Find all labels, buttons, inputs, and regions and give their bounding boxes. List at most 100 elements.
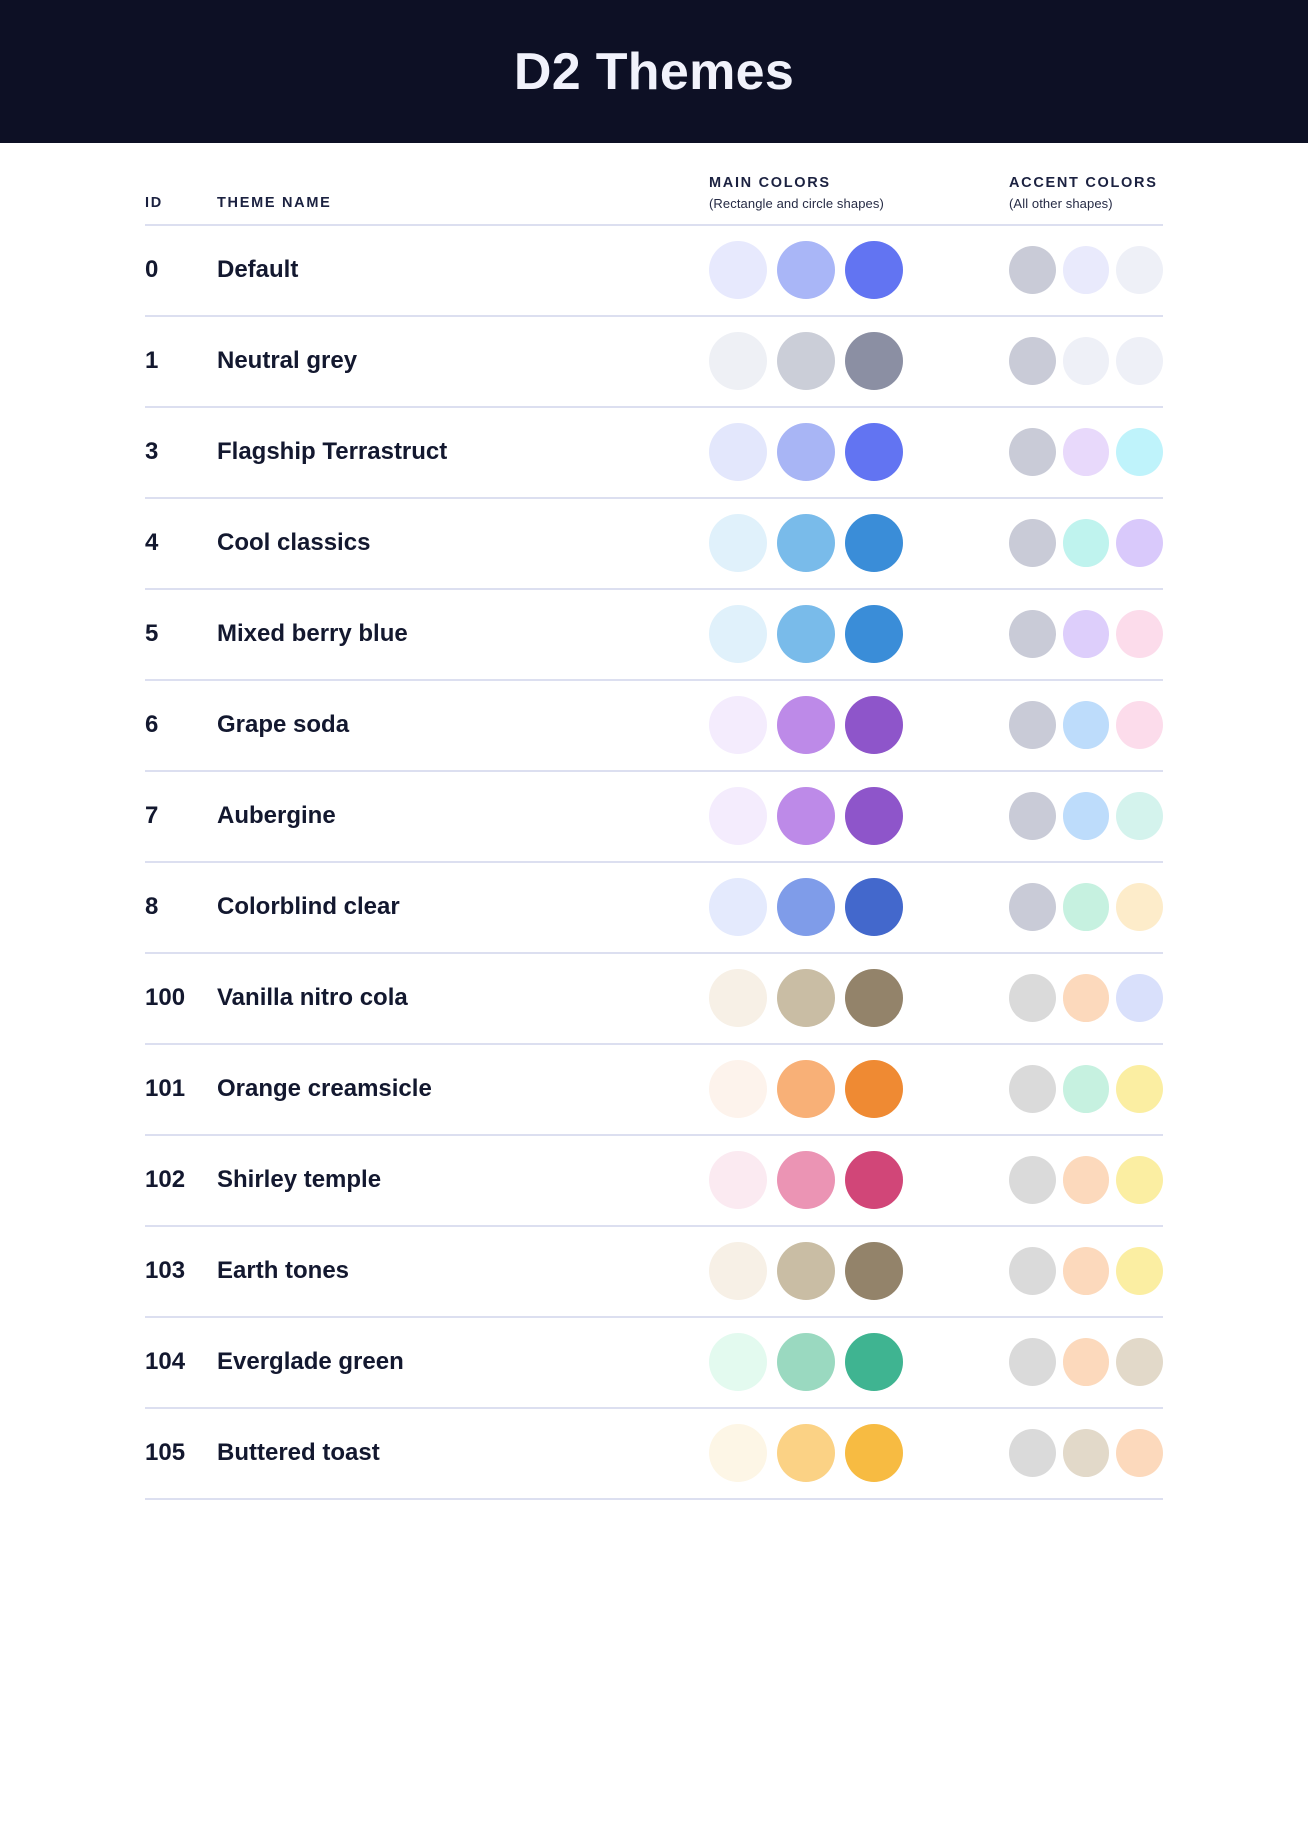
accent-color-swatch[interactable] — [1009, 246, 1056, 295]
main-color-swatch[interactable] — [845, 969, 903, 1028]
accent-color-swatch[interactable] — [1062, 974, 1110, 1023]
accent-color-swatch[interactable] — [1116, 1429, 1164, 1478]
accent-color-swatch[interactable] — [1062, 1338, 1110, 1387]
accent-color-swatch[interactable] — [1116, 610, 1164, 659]
table-row[interactable]: 8 Colorblind clear — [145, 863, 1164, 954]
accent-color-swatch[interactable] — [1062, 519, 1110, 568]
accent-color-swatch[interactable] — [1062, 610, 1110, 659]
table-row[interactable]: 105 Buttered toast — [145, 1409, 1164, 1500]
accent-color-swatch[interactable] — [1116, 519, 1164, 568]
accent-color-swatch[interactable] — [1009, 428, 1056, 477]
main-color-swatch[interactable] — [777, 1151, 835, 1210]
main-color-swatch[interactable] — [845, 1242, 903, 1301]
accent-color-swatch[interactable] — [1062, 792, 1110, 841]
accent-color-swatch[interactable] — [1009, 610, 1056, 659]
main-color-swatch[interactable] — [777, 423, 835, 482]
table-row[interactable]: 100 Vanilla nitro cola — [145, 954, 1164, 1045]
accent-color-swatch[interactable] — [1009, 337, 1056, 386]
main-color-swatch[interactable] — [777, 605, 835, 664]
main-color-swatch[interactable] — [709, 605, 767, 664]
main-color-swatch[interactable] — [845, 514, 903, 573]
main-color-swatch[interactable] — [709, 1151, 767, 1210]
main-color-swatch[interactable] — [845, 696, 903, 755]
accent-color-swatch[interactable] — [1009, 1247, 1056, 1296]
accent-color-swatch[interactable] — [1062, 1065, 1110, 1114]
table-row[interactable]: 7 Aubergine — [145, 772, 1164, 863]
main-color-swatch[interactable] — [777, 241, 835, 300]
accent-color-swatch[interactable] — [1116, 883, 1164, 932]
accent-color-swatch[interactable] — [1062, 337, 1110, 386]
main-color-swatch[interactable] — [709, 514, 767, 573]
main-color-swatch[interactable] — [709, 423, 767, 482]
main-color-swatch[interactable] — [709, 1242, 767, 1301]
accent-color-swatch[interactable] — [1062, 1429, 1110, 1478]
accent-color-swatch[interactable] — [1116, 792, 1164, 841]
main-color-swatch[interactable] — [709, 332, 767, 391]
table-row[interactable]: 5 Mixed berry blue — [145, 590, 1164, 681]
accent-color-swatch[interactable] — [1062, 428, 1110, 477]
accent-color-swatch[interactable] — [1009, 1065, 1056, 1114]
accent-color-swatch[interactable] — [1116, 246, 1164, 295]
accent-color-swatch[interactable] — [1009, 1429, 1056, 1478]
main-color-swatch[interactable] — [777, 514, 835, 573]
main-color-swatch[interactable] — [777, 787, 835, 846]
main-color-swatch[interactable] — [709, 696, 767, 755]
table-row[interactable]: 0 Default — [145, 226, 1164, 317]
accent-color-swatch[interactable] — [1009, 1156, 1056, 1205]
main-color-swatch[interactable] — [777, 1424, 835, 1483]
page-title: D2 Themes — [513, 42, 795, 101]
main-color-swatch[interactable] — [709, 241, 767, 300]
main-color-swatch[interactable] — [777, 332, 835, 391]
accent-color-swatch[interactable] — [1116, 428, 1164, 477]
accent-color-swatch[interactable] — [1116, 1338, 1164, 1387]
accent-color-swatch[interactable] — [1062, 701, 1110, 750]
main-color-swatch[interactable] — [845, 241, 903, 300]
main-color-swatch[interactable] — [709, 1333, 767, 1392]
accent-color-swatch[interactable] — [1116, 974, 1164, 1023]
main-color-swatch[interactable] — [845, 1151, 903, 1210]
main-color-swatch[interactable] — [845, 1060, 903, 1119]
accent-color-swatch[interactable] — [1009, 974, 1056, 1023]
main-color-swatch[interactable] — [777, 878, 835, 937]
main-color-swatch[interactable] — [845, 332, 903, 391]
main-color-swatch[interactable] — [777, 696, 835, 755]
accent-color-swatch[interactable] — [1062, 246, 1110, 295]
table-row[interactable]: 102 Shirley temple — [145, 1136, 1164, 1227]
main-color-swatch[interactable] — [845, 423, 903, 482]
accent-color-swatch[interactable] — [1116, 337, 1164, 386]
main-color-swatch[interactable] — [777, 1333, 835, 1392]
accent-color-swatch[interactable] — [1116, 1247, 1164, 1296]
main-color-swatch[interactable] — [777, 1060, 835, 1119]
table-row[interactable]: 4 Cool classics — [145, 499, 1164, 590]
main-color-swatch[interactable] — [777, 1242, 835, 1301]
accent-color-swatch[interactable] — [1009, 519, 1056, 568]
main-color-swatch[interactable] — [709, 1060, 767, 1119]
table-row[interactable]: 104 Everglade green — [145, 1318, 1164, 1409]
accent-color-swatch[interactable] — [1009, 792, 1056, 841]
table-row[interactable]: 3 Flagship Terrastruct — [145, 408, 1164, 499]
main-color-swatch[interactable] — [777, 969, 835, 1028]
accent-color-swatch[interactable] — [1116, 701, 1164, 750]
accent-color-swatch[interactable] — [1009, 701, 1056, 750]
accent-color-swatch[interactable] — [1062, 1156, 1110, 1205]
accent-color-swatch[interactable] — [1009, 1338, 1056, 1387]
table-row[interactable]: 6 Grape soda — [145, 681, 1164, 772]
accent-color-swatch[interactable] — [1009, 883, 1056, 932]
accent-color-swatch[interactable] — [1116, 1065, 1164, 1114]
main-color-swatch[interactable] — [845, 1424, 903, 1483]
main-color-swatch[interactable] — [709, 1424, 767, 1483]
main-color-swatch[interactable] — [845, 878, 903, 937]
main-color-swatch[interactable] — [845, 605, 903, 664]
table-row[interactable]: 101 Orange creamsicle — [145, 1045, 1164, 1136]
main-color-swatch[interactable] — [845, 787, 903, 846]
accent-color-swatch[interactable] — [1062, 883, 1110, 932]
accent-color-swatch[interactable] — [1116, 1156, 1164, 1205]
main-color-swatch[interactable] — [845, 1333, 903, 1392]
main-color-swatch[interactable] — [709, 969, 767, 1028]
main-color-swatch[interactable] — [709, 878, 767, 937]
accent-colors-cell — [1009, 519, 1164, 568]
accent-color-swatch[interactable] — [1062, 1247, 1110, 1296]
main-color-swatch[interactable] — [709, 787, 767, 846]
table-row[interactable]: 103 Earth tones — [145, 1227, 1164, 1318]
table-row[interactable]: 1 Neutral grey — [145, 317, 1164, 408]
